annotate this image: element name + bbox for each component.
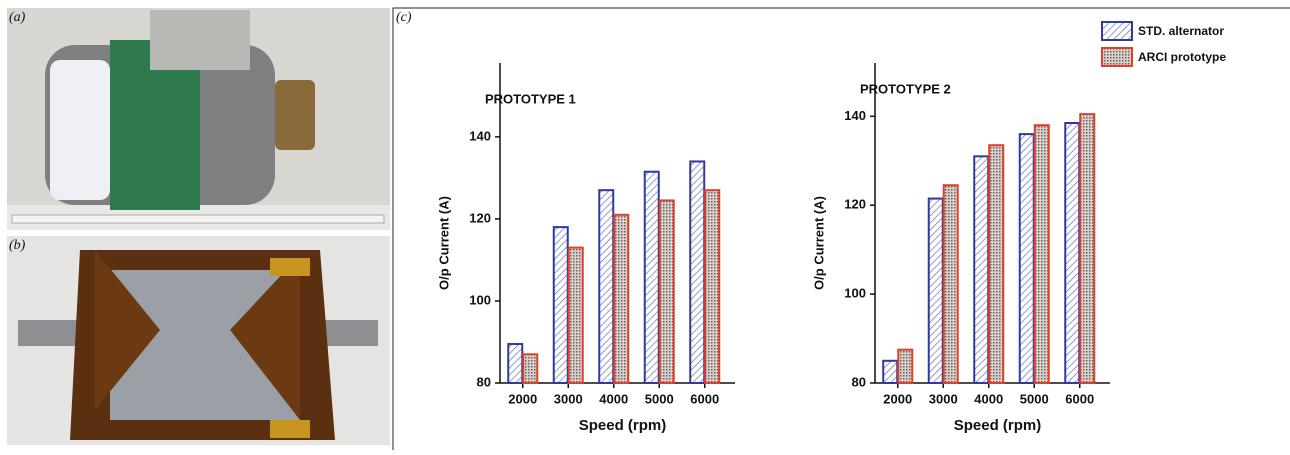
bar: STD. alternator xyxy=(643,170,660,384)
panel-frame xyxy=(392,7,1290,450)
x-tick-label: 5000 xyxy=(1020,391,1049,406)
panel-label: (c) xyxy=(396,10,412,25)
y-axis-label: O/p Current (A) xyxy=(811,196,826,290)
bar xyxy=(973,155,990,384)
x-tick-label: 4000 xyxy=(974,391,1003,406)
bar xyxy=(927,197,944,384)
x-tick-label: 3000 xyxy=(554,391,583,406)
bar xyxy=(1033,124,1050,384)
x-axis-label: Speed (rpm) xyxy=(579,417,667,434)
bar: ARCI prototype xyxy=(658,199,675,384)
bar xyxy=(1079,113,1096,384)
photo-a xyxy=(7,8,390,230)
legend-swatch xyxy=(1101,21,1133,41)
bar: ARCI prototype xyxy=(704,189,721,384)
legend-label: STD. alternator xyxy=(1138,24,1224,38)
x-tick-label: 5000 xyxy=(645,391,674,406)
panel-label: (b) xyxy=(9,238,26,253)
y-tick-label: 140 xyxy=(844,108,866,123)
bar: STD. alternator xyxy=(689,160,706,384)
legend-label: ARCI prototype xyxy=(1138,50,1226,64)
y-tick-label: 140 xyxy=(469,128,491,143)
bar: ARCI prototype xyxy=(613,213,630,384)
chart-title: PROTOTYPE 2 xyxy=(860,81,951,96)
bar xyxy=(1018,133,1035,384)
bar: STD. alternator xyxy=(507,343,524,384)
x-tick-label: 6000 xyxy=(1065,391,1094,406)
y-tick-label: 80 xyxy=(477,374,491,389)
y-axis-label: O/p Current (A) xyxy=(436,196,451,290)
bar xyxy=(942,184,959,384)
bar xyxy=(897,348,914,384)
bar: ARCI prototype xyxy=(567,246,584,384)
x-tick-label: 3000 xyxy=(929,391,958,406)
bar xyxy=(882,359,899,384)
bar: STD. alternator xyxy=(552,226,569,384)
bar: STD. alternator xyxy=(598,189,615,384)
y-tick-label: 80 xyxy=(852,374,866,389)
bar: ARCI prototype xyxy=(522,353,539,384)
chart-title: PROTOTYPE 1 xyxy=(485,91,576,106)
bar xyxy=(1064,122,1081,384)
photo-b xyxy=(7,236,390,445)
x-tick-label: 4000 xyxy=(599,391,628,406)
y-tick-label: 100 xyxy=(844,286,866,301)
bar xyxy=(988,144,1005,384)
x-tick-label: 2000 xyxy=(883,391,912,406)
x-axis-label: Speed (rpm) xyxy=(954,417,1042,434)
y-tick-label: 100 xyxy=(469,292,491,307)
x-tick-label: 6000 xyxy=(690,391,719,406)
legend-swatch xyxy=(1101,47,1133,67)
y-tick-label: 120 xyxy=(469,210,491,225)
y-tick-label: 120 xyxy=(844,197,866,212)
x-tick-label: 2000 xyxy=(508,391,537,406)
panel-label: (a) xyxy=(9,10,26,25)
